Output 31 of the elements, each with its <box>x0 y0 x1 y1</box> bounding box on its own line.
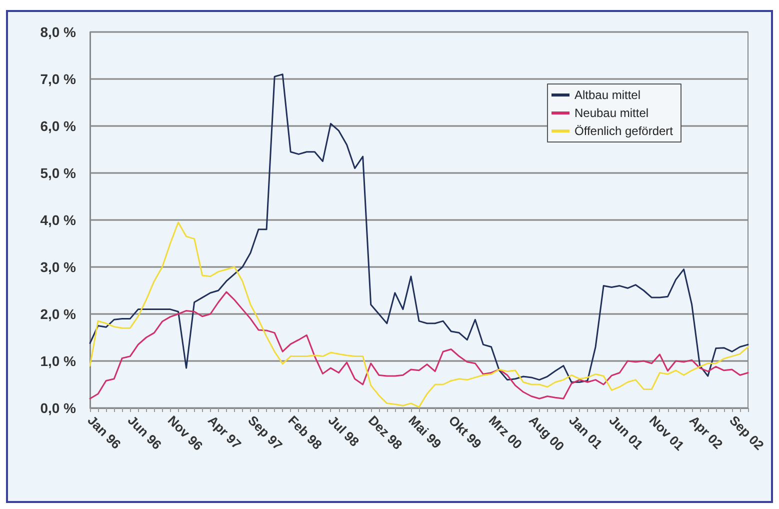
y-tick-label: 8,0 % <box>40 24 77 40</box>
x-tick-label: Jun 96 <box>124 412 165 452</box>
line-series <box>89 74 749 383</box>
y-tick-label: 5,0 % <box>40 165 77 181</box>
x-tick-label: Nov 96 <box>164 412 206 454</box>
y-tick-label: 3,0 % <box>40 259 77 275</box>
legend-label: Öffenlich gefördert <box>574 124 674 138</box>
y-tick-label: 4,0 % <box>40 212 77 228</box>
y-tick-label: 1,0 % <box>40 353 77 369</box>
x-tick-label: Apr 97 <box>205 412 244 452</box>
x-tick-label: Mrz 00 <box>486 412 526 452</box>
y-tick-label: 2,0 % <box>40 306 77 322</box>
x-tick-label: Okt 99 <box>446 412 484 452</box>
x-tick-label: Jan 01 <box>566 412 606 452</box>
x-tick-label: Nov 01 <box>646 412 688 454</box>
x-tick-label: Sep 02 <box>726 412 767 453</box>
x-tick-label: Sep 97 <box>245 412 286 453</box>
x-tick-label: Jul 98 <box>325 412 362 450</box>
y-tick-label: 0,0 % <box>40 400 77 416</box>
line-series <box>89 291 749 400</box>
y-tick-label: 7,0 % <box>40 71 77 87</box>
x-tick-label: Apr 02 <box>686 412 726 452</box>
x-tick-label: Dez 98 <box>366 412 406 452</box>
legend-label: Neubau mittel <box>574 106 649 120</box>
x-tick-label: Aug 00 <box>526 412 568 454</box>
y-tick-label: 6,0 % <box>40 118 77 134</box>
x-tick-label: Jan 96 <box>84 412 124 452</box>
legend-label: Altbau mittel <box>574 88 641 102</box>
x-tick-label: Mai 99 <box>406 412 444 452</box>
x-tick-label: Feb 98 <box>285 412 326 452</box>
x-tick-label: Jun 01 <box>606 412 646 452</box>
